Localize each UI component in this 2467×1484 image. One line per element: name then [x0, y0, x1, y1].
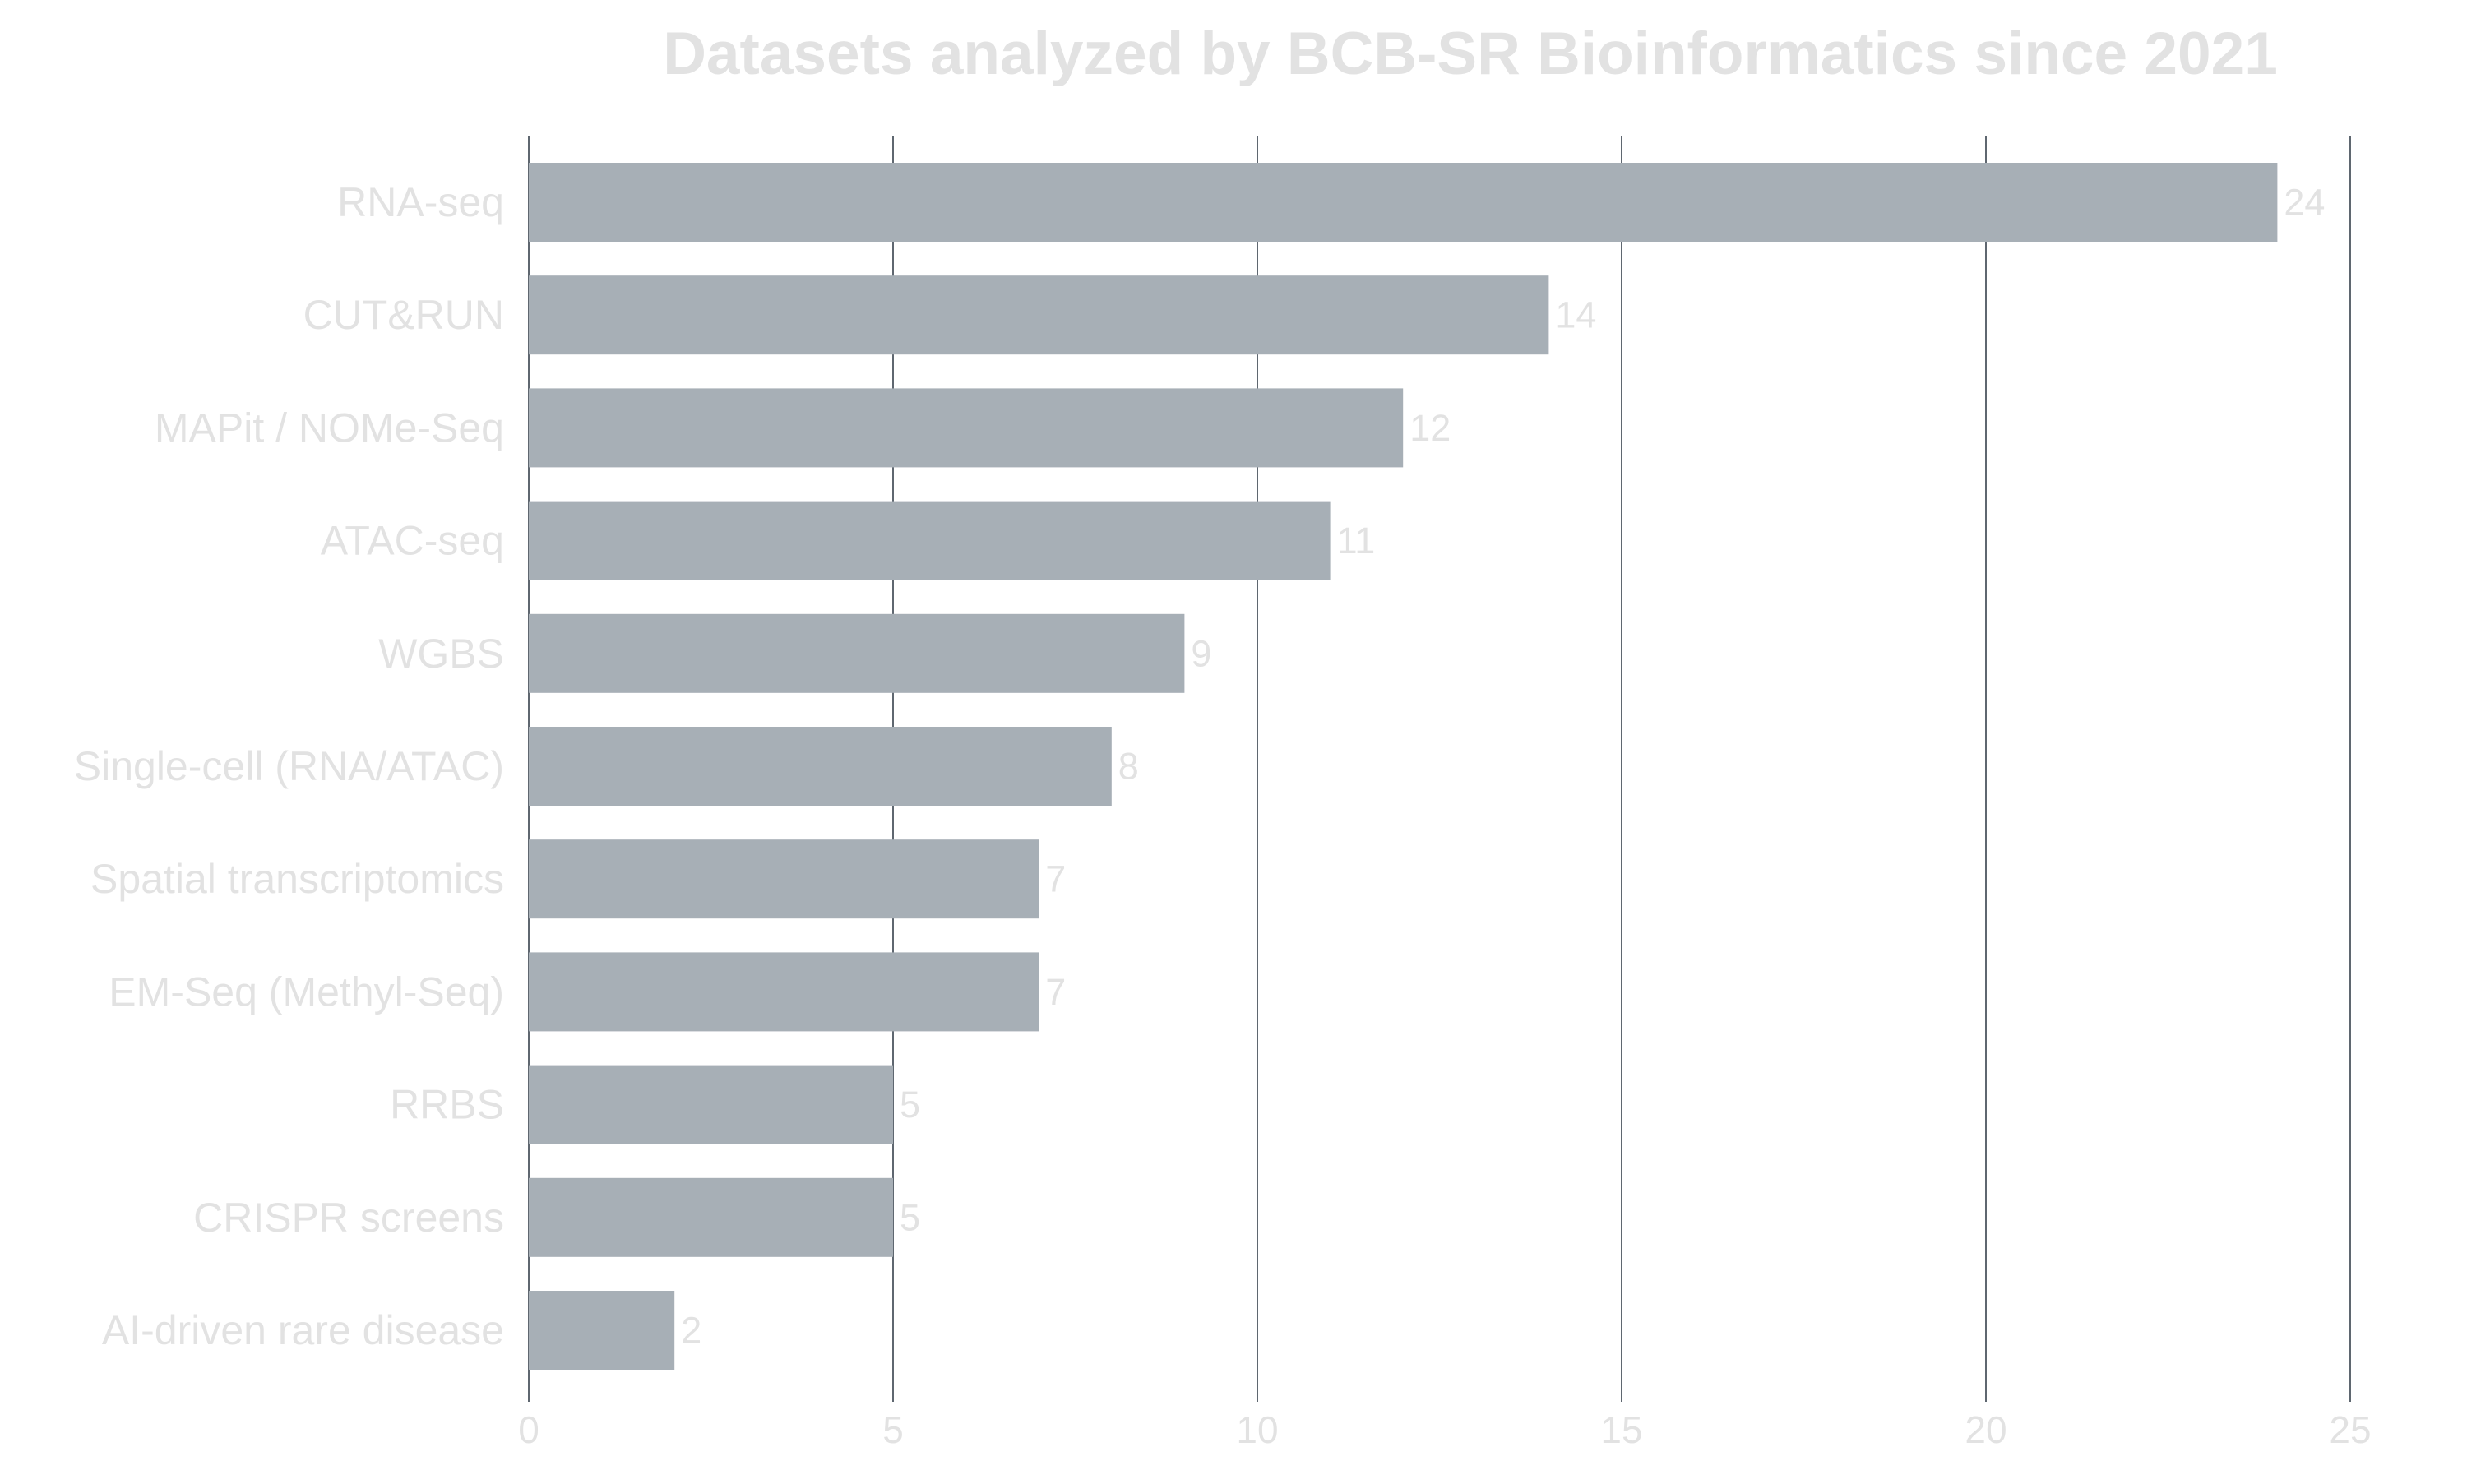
value-labels: 24 14 12 11 9 8 7 7 5 5 2 — [681, 182, 2325, 1352]
data-label: 24 — [2284, 182, 2325, 224]
category-label: Single-cell (RNA/ATAC) — [74, 743, 504, 789]
data-label: 7 — [1045, 971, 1066, 1013]
category-label: Spatial transcriptomics — [90, 856, 504, 902]
category-labels: RNA-seq CUT&RUN MAPit / NOMe-Seq ATAC-seq WG… — [74, 179, 504, 1353]
category-label: RRBS — [390, 1082, 504, 1128]
data-label: 2 — [681, 1310, 701, 1352]
x-tick-label: 25 — [2329, 1408, 2371, 1451]
bar — [529, 1291, 675, 1370]
data-label: 14 — [1555, 294, 1596, 336]
bar — [529, 952, 1039, 1032]
x-tick-label: 20 — [1965, 1408, 2006, 1451]
x-tick-label: 15 — [1600, 1408, 1642, 1451]
bar — [529, 1177, 893, 1257]
data-label: 11 — [1337, 520, 1376, 562]
category-label: AI-driven rare disease — [102, 1307, 504, 1353]
bar — [529, 1065, 893, 1144]
bar — [529, 275, 1549, 355]
data-label: 5 — [900, 1196, 920, 1238]
x-tick-label: 0 — [518, 1408, 539, 1451]
data-label: 9 — [1191, 632, 1211, 674]
category-label: WGBS — [378, 631, 504, 677]
chart-title: Datasets analyzed by BCB-SR Bioinformati… — [663, 21, 2278, 87]
category-label: MAPit / NOMe-Seq — [155, 405, 504, 451]
data-label: 7 — [1045, 858, 1066, 900]
bar — [529, 388, 1404, 468]
x-tick-labels: 0 5 10 15 20 25 — [518, 1408, 2371, 1451]
category-label: CRISPR screens — [193, 1195, 504, 1241]
bars — [529, 163, 2278, 1370]
bar — [529, 727, 1112, 806]
bar — [529, 839, 1039, 919]
category-label: RNA-seq — [337, 179, 504, 225]
category-label: CUT&RUN — [303, 292, 504, 338]
x-tick-label: 5 — [882, 1408, 904, 1451]
x-tick-label: 10 — [1236, 1408, 1278, 1451]
bar — [529, 163, 2278, 242]
data-label: 5 — [900, 1084, 920, 1126]
bar — [529, 501, 1331, 580]
category-label: EM-Seq (Methyl-Seq) — [109, 969, 504, 1015]
category-label: ATAC-seq — [321, 518, 504, 564]
data-label: 8 — [1118, 746, 1139, 788]
bar — [529, 613, 1185, 693]
data-label: 12 — [1409, 407, 1451, 449]
